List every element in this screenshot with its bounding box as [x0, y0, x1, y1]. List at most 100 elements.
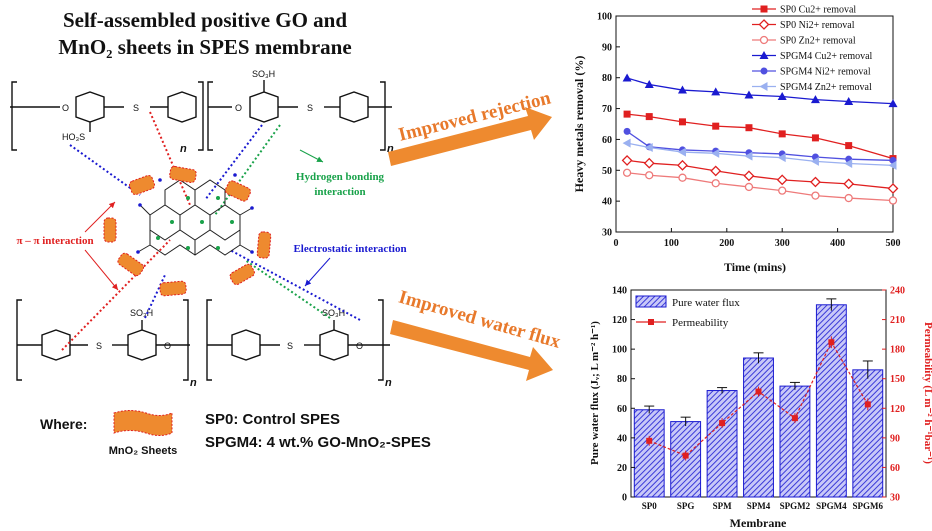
flux-y-tick-label: 80: [617, 374, 627, 385]
removal-point: [677, 159, 688, 171]
removal-y-label: Heavy metals removal (%): [572, 56, 586, 193]
chem-o-4: O: [356, 341, 363, 351]
flux-x-tick-label: SPGM4: [816, 501, 847, 511]
chem-so3h-1: HO₃S: [62, 132, 85, 142]
flux-bar: [633, 409, 665, 498]
removal-legend-marker: [758, 19, 770, 30]
removal-x-tick-label: 200: [719, 238, 734, 249]
chem-o-1: O: [62, 103, 69, 113]
flux-chart: 0 20 40 60 80 100 120 140 30 60 90 120 150 180 210 240…: [589, 286, 932, 531]
flux-x-ticks: SP0 SPG SPM SPM4 SPGM2 SPGM4 SPGM6: [642, 501, 884, 511]
removal-point: [811, 191, 820, 200]
rejection-arrow: [388, 107, 552, 166]
flux-label: Improved water flux: [396, 287, 563, 353]
permeability-point: [682, 452, 689, 459]
mno2-sheets: [103, 165, 272, 297]
electrostatic-label: Electrostatic interaction: [293, 243, 406, 255]
removal-point: [778, 130, 786, 138]
removal-point: [777, 153, 786, 163]
permeability-series: [646, 336, 871, 461]
permeability-point: [719, 420, 726, 427]
removal-y-tick-label: 80: [602, 73, 612, 84]
flux-x-tick-label: SPGM2: [780, 501, 811, 511]
removal-legend-marker: [760, 5, 768, 13]
permeability-y-tick-label: 120: [890, 404, 905, 415]
removal-point: [623, 110, 631, 118]
flux-x-tick-label: SPM: [713, 501, 733, 511]
removal-point: [645, 171, 654, 180]
flux-y-label: Pure water flux (Jᵥ; L m⁻² h⁻¹): [589, 321, 601, 465]
permeability-point: [828, 339, 835, 346]
removal-point: [711, 87, 721, 96]
removal-point: [744, 182, 754, 192]
chem-n-3: n: [190, 377, 197, 389]
removal-point: [888, 196, 898, 205]
removal-point: [677, 147, 686, 157]
pi-arrow: [84, 201, 116, 233]
chem-so3h-2: SO₃H: [252, 69, 275, 79]
removal-point: [745, 124, 753, 132]
removal-point: [621, 154, 633, 166]
removal-x-tick-label: 500: [886, 238, 901, 249]
removal-legend-marker: [760, 67, 768, 75]
hydrogen-label-2: interaction: [314, 186, 365, 198]
removal-x-tick-label: 100: [664, 238, 679, 249]
removal-point: [776, 174, 788, 186]
amine-groups: [136, 173, 254, 254]
flux-y-tick-label: 100: [612, 345, 627, 356]
removal-point: [778, 186, 787, 195]
flux-bar: [706, 390, 738, 498]
removal-x-ticks: 0 100 200 300 400 500: [614, 228, 901, 249]
removal-point: [844, 96, 854, 105]
removal-point: [845, 142, 853, 150]
pi-arrow-down: [84, 249, 119, 291]
flux-x-tick-label: SPM4: [747, 501, 771, 511]
removal-y-tick-label: 50: [602, 166, 612, 177]
mno2-sheet-label: MnO₂ Sheets: [109, 445, 177, 457]
removal-point: [622, 73, 632, 82]
chem-s-4: S: [287, 341, 293, 351]
hydrogen-label-1: Hydrogen bonding: [296, 171, 385, 183]
flux-x-tick-label: SPG: [677, 501, 695, 511]
removal-point: [810, 156, 819, 166]
flux-bar: [815, 304, 847, 498]
removal-line: [627, 113, 894, 160]
removal-point: [743, 170, 755, 182]
flux-y-tick-label: 0: [622, 493, 627, 504]
removal-point: [811, 134, 819, 142]
removal-point: [711, 179, 720, 188]
removal-point: [744, 90, 754, 99]
flux-arrow: [390, 320, 553, 381]
flux-y-tick-label: 120: [612, 315, 627, 326]
flux-bars: [633, 298, 884, 498]
flux-y-tick-label: 140: [612, 286, 627, 297]
removal-point: [710, 165, 722, 177]
permeability-point: [755, 388, 762, 395]
removal-x-tick-label: 400: [830, 238, 845, 249]
removal-legend-label: SPGM4 Ni2+ removal: [780, 67, 871, 78]
permeability-y-tick-label: 150: [890, 374, 905, 385]
removal-y-tick-label: 60: [602, 135, 612, 146]
permeability-y-tick-label: 60: [890, 463, 900, 474]
removal-point: [711, 148, 720, 158]
removal-legend-label: SPGM4 Zn2+ removal: [780, 82, 872, 93]
permeability-y-tick-label: 30: [890, 493, 900, 504]
title-line-1: Self-assembled positive GO and: [63, 8, 347, 32]
removal-y-tick-label: 100: [597, 12, 612, 23]
chem-n-2: n: [387, 143, 394, 155]
chem-o-2: O: [235, 103, 242, 113]
removal-point: [622, 168, 632, 177]
removal-point: [777, 92, 787, 101]
flux-x-tick-label: SP0: [642, 501, 658, 511]
removal-series: [621, 73, 899, 205]
where-label: Where:: [40, 416, 87, 432]
flux-y-tick-label: 40: [617, 433, 627, 444]
removal-legend-label: SPGM4 Cu2+ removal: [780, 51, 873, 62]
removal-y-ticks: 30 40 50 60 70 80 90 100: [597, 12, 620, 239]
removal-point: [888, 160, 897, 170]
interaction-lines: [61, 111, 361, 351]
removal-chart: 30 40 50 60 70 80 90 100 0 100 200 300 400 500 SP0 C…: [572, 5, 901, 275]
permeability-y-ticks: 30 60 90 120 150 180 210 240: [882, 286, 905, 504]
removal-legend-marker: [759, 51, 769, 59]
